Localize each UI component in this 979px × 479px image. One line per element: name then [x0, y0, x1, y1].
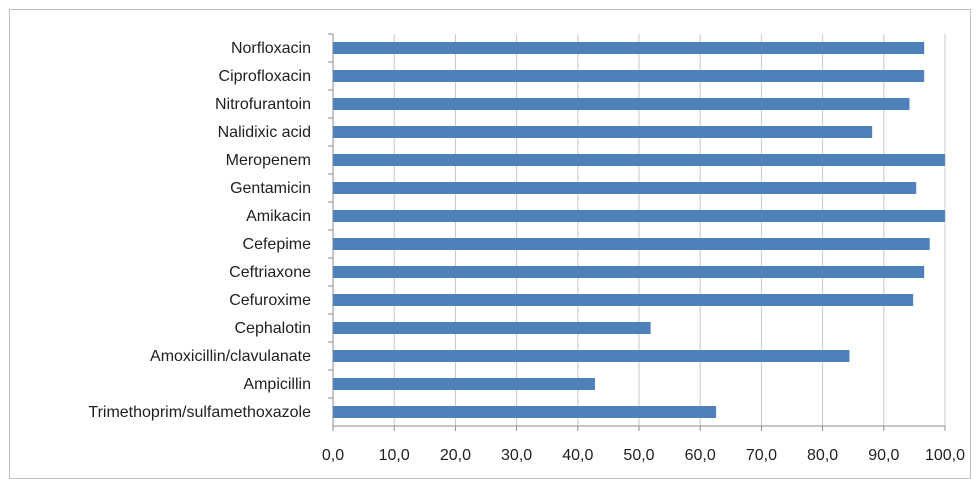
bar — [333, 322, 651, 334]
bar — [333, 294, 914, 306]
bar — [333, 154, 945, 166]
bar — [333, 350, 850, 362]
x-tick-label: 10,0 — [379, 447, 410, 464]
category-label: Cefepime — [243, 236, 312, 253]
x-tick-label: 0,0 — [322, 447, 344, 464]
category-label: Nitrofurantoin — [215, 96, 311, 113]
bar — [333, 70, 925, 82]
bar — [333, 182, 917, 194]
category-label: Ceftriaxone — [229, 264, 311, 281]
x-tick-label: 90,0 — [868, 447, 899, 464]
bar — [333, 238, 930, 250]
category-label: Ciprofloxacin — [219, 68, 311, 85]
x-tick-label: 60,0 — [685, 447, 716, 464]
category-label: Cephalotin — [235, 320, 312, 337]
x-tick-label: 40,0 — [562, 447, 593, 464]
category-label: Cefuroxime — [229, 292, 311, 309]
category-label: Meropenem — [226, 152, 311, 169]
category-label: Gentamicin — [230, 180, 311, 197]
bar — [333, 42, 925, 54]
category-label: Nalidixic acid — [218, 124, 311, 141]
bar — [333, 406, 717, 418]
category-label: Ampicillin — [243, 376, 311, 393]
bar — [333, 266, 925, 278]
bar — [333, 126, 873, 138]
x-tick-label: 70,0 — [746, 447, 777, 464]
x-tick-label: 20,0 — [440, 447, 471, 464]
x-tick-label: 100,0 — [925, 447, 965, 464]
category-label: Amoxicillin/clavulanate — [150, 348, 311, 365]
x-tick-label: 50,0 — [623, 447, 654, 464]
category-label: Trimethoprim/sulfamethoxazole — [88, 404, 311, 421]
category-label: Norfloxacin — [231, 40, 311, 57]
bar — [333, 98, 910, 110]
category-label: Amikacin — [246, 208, 311, 225]
x-tick-label: 80,0 — [807, 447, 838, 464]
bar — [333, 378, 595, 390]
x-tick-label: 30,0 — [501, 447, 532, 464]
bar — [333, 210, 945, 222]
